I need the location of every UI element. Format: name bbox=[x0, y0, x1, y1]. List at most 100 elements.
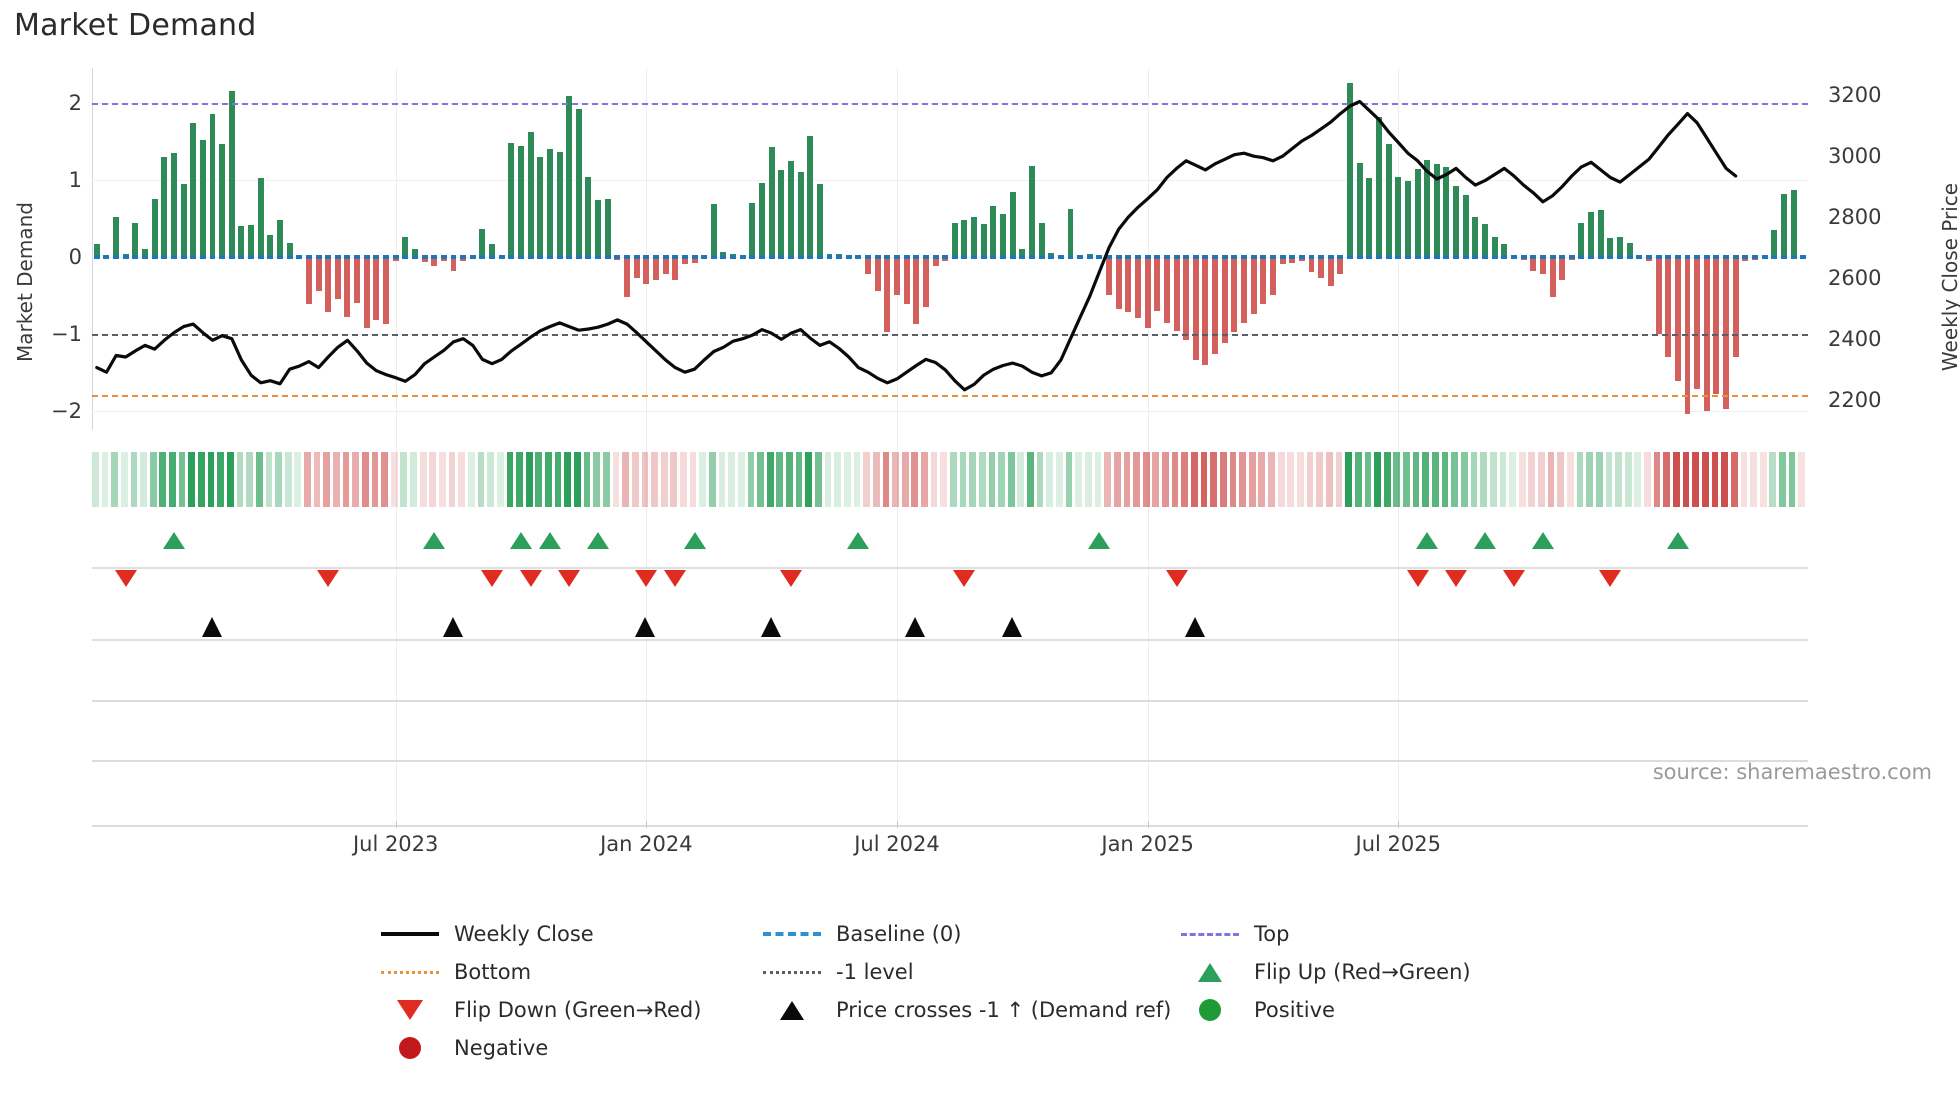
heat-cell bbox=[863, 452, 870, 507]
demand-bar bbox=[1559, 256, 1566, 280]
heat-cell bbox=[1595, 452, 1603, 507]
solid-black-line-glyph bbox=[381, 932, 439, 936]
baseline-segment bbox=[566, 254, 573, 259]
demand-bar bbox=[199, 139, 206, 257]
demand-bar bbox=[1250, 256, 1257, 314]
legend-item[interactable]: Baseline (0) bbox=[762, 915, 961, 953]
heat-cell bbox=[1191, 452, 1198, 507]
heat-cell bbox=[805, 452, 813, 507]
legend-item[interactable]: Flip Up (Red→Green) bbox=[1180, 953, 1471, 991]
heat-cell bbox=[776, 452, 784, 507]
heat-cell bbox=[824, 452, 832, 507]
heat-cell bbox=[1460, 452, 1468, 507]
heat-cell bbox=[1489, 452, 1497, 507]
heat-cell bbox=[1528, 452, 1536, 507]
heat-cell bbox=[1798, 452, 1806, 507]
x-tick-mark bbox=[646, 821, 648, 828]
baseline-segment bbox=[1694, 254, 1701, 259]
baseline-segment bbox=[1510, 254, 1517, 259]
baseline-segment bbox=[1192, 254, 1199, 259]
flip-row-divider bbox=[92, 567, 1808, 569]
baseline-segment bbox=[913, 254, 920, 259]
demand-bar bbox=[363, 256, 370, 328]
heat-cell bbox=[1306, 452, 1314, 507]
baseline-segment bbox=[681, 254, 688, 259]
heat-cell bbox=[786, 452, 793, 507]
heat-cell bbox=[101, 452, 109, 507]
heat-cell bbox=[1383, 452, 1391, 507]
legend-item[interactable]: Positive bbox=[1180, 991, 1335, 1029]
demand-bar bbox=[1588, 212, 1595, 257]
flip-down-marker bbox=[481, 570, 504, 587]
baseline-segment bbox=[701, 254, 708, 259]
heat-cell bbox=[371, 452, 379, 507]
bottom-reference-line bbox=[92, 395, 1808, 398]
heat-cell bbox=[1711, 452, 1719, 507]
demand-bar bbox=[1626, 242, 1633, 257]
baseline-segment bbox=[546, 254, 553, 259]
heat-cell bbox=[381, 452, 388, 507]
heat-cell bbox=[602, 452, 610, 507]
heat-cell bbox=[660, 452, 668, 507]
heat-cell bbox=[188, 452, 196, 507]
baseline-segment bbox=[826, 254, 833, 259]
marker-rows bbox=[92, 512, 1808, 657]
demand-bar bbox=[113, 216, 120, 257]
legend-item[interactable]: Negative bbox=[380, 1029, 548, 1067]
y-tick-left: 0 bbox=[68, 244, 82, 269]
baseline-segment bbox=[1414, 254, 1421, 259]
demand-bar bbox=[489, 244, 496, 257]
demand-bar bbox=[132, 222, 139, 257]
legend-item[interactable]: Weekly Close bbox=[380, 915, 594, 953]
legend-item[interactable]: Price crosses -1 ↑ (Demand ref) bbox=[762, 991, 1171, 1029]
legend-item[interactable]: Top bbox=[1180, 915, 1289, 953]
baseline-segment bbox=[103, 254, 110, 259]
legend-item[interactable]: Flip Down (Green→Red) bbox=[380, 991, 701, 1029]
demand-bar bbox=[652, 256, 659, 280]
heat-cell bbox=[130, 452, 138, 507]
x-tick-mark bbox=[896, 821, 898, 828]
dotted-orange-line-icon bbox=[380, 961, 440, 983]
legend-item[interactable]: Bottom bbox=[380, 953, 531, 991]
baseline-segment bbox=[1578, 254, 1585, 259]
demand-bar bbox=[1260, 256, 1267, 305]
heat-cell bbox=[487, 452, 494, 507]
demand-bar bbox=[1009, 192, 1016, 257]
baseline-segment bbox=[1019, 254, 1026, 259]
legend-label: Top bbox=[1254, 922, 1290, 946]
heat-cell bbox=[1133, 452, 1140, 507]
x-tick-mark bbox=[395, 821, 397, 828]
demand-bar bbox=[710, 204, 717, 257]
baseline-segment bbox=[874, 254, 881, 259]
demand-bar bbox=[1298, 256, 1305, 262]
gridline-x bbox=[896, 68, 898, 825]
heat-cell bbox=[255, 452, 263, 507]
baseline-segment bbox=[1337, 254, 1344, 259]
baseline-segment bbox=[450, 254, 457, 259]
baseline-segment bbox=[1000, 254, 1006, 259]
legend-label: Negative bbox=[454, 1036, 549, 1060]
baseline-segment bbox=[1163, 254, 1170, 259]
demand-bar bbox=[508, 142, 515, 257]
heat-cell bbox=[757, 452, 764, 507]
baseline-segment bbox=[1443, 254, 1450, 259]
heat-cell bbox=[1547, 452, 1555, 507]
demand-bar bbox=[1780, 193, 1787, 257]
y-tick-right: 2200 bbox=[1828, 387, 1882, 412]
baseline-segment bbox=[1048, 254, 1055, 259]
demand-bar bbox=[749, 202, 756, 257]
heat-cell bbox=[593, 452, 601, 507]
demand-bar bbox=[575, 108, 582, 257]
heat-cell bbox=[978, 452, 986, 507]
heat-cell bbox=[1123, 452, 1131, 507]
baseline-segment bbox=[990, 254, 997, 259]
demand-bar bbox=[865, 256, 872, 274]
heat-cell bbox=[1084, 452, 1092, 507]
heat-cell bbox=[1653, 452, 1661, 507]
baseline-segment bbox=[411, 254, 418, 259]
demand-bar bbox=[1038, 222, 1045, 257]
legend-item[interactable]: -1 level bbox=[762, 953, 914, 991]
demand-bar bbox=[431, 256, 438, 266]
demand-bar bbox=[546, 148, 553, 257]
demand-bar bbox=[1482, 224, 1489, 257]
